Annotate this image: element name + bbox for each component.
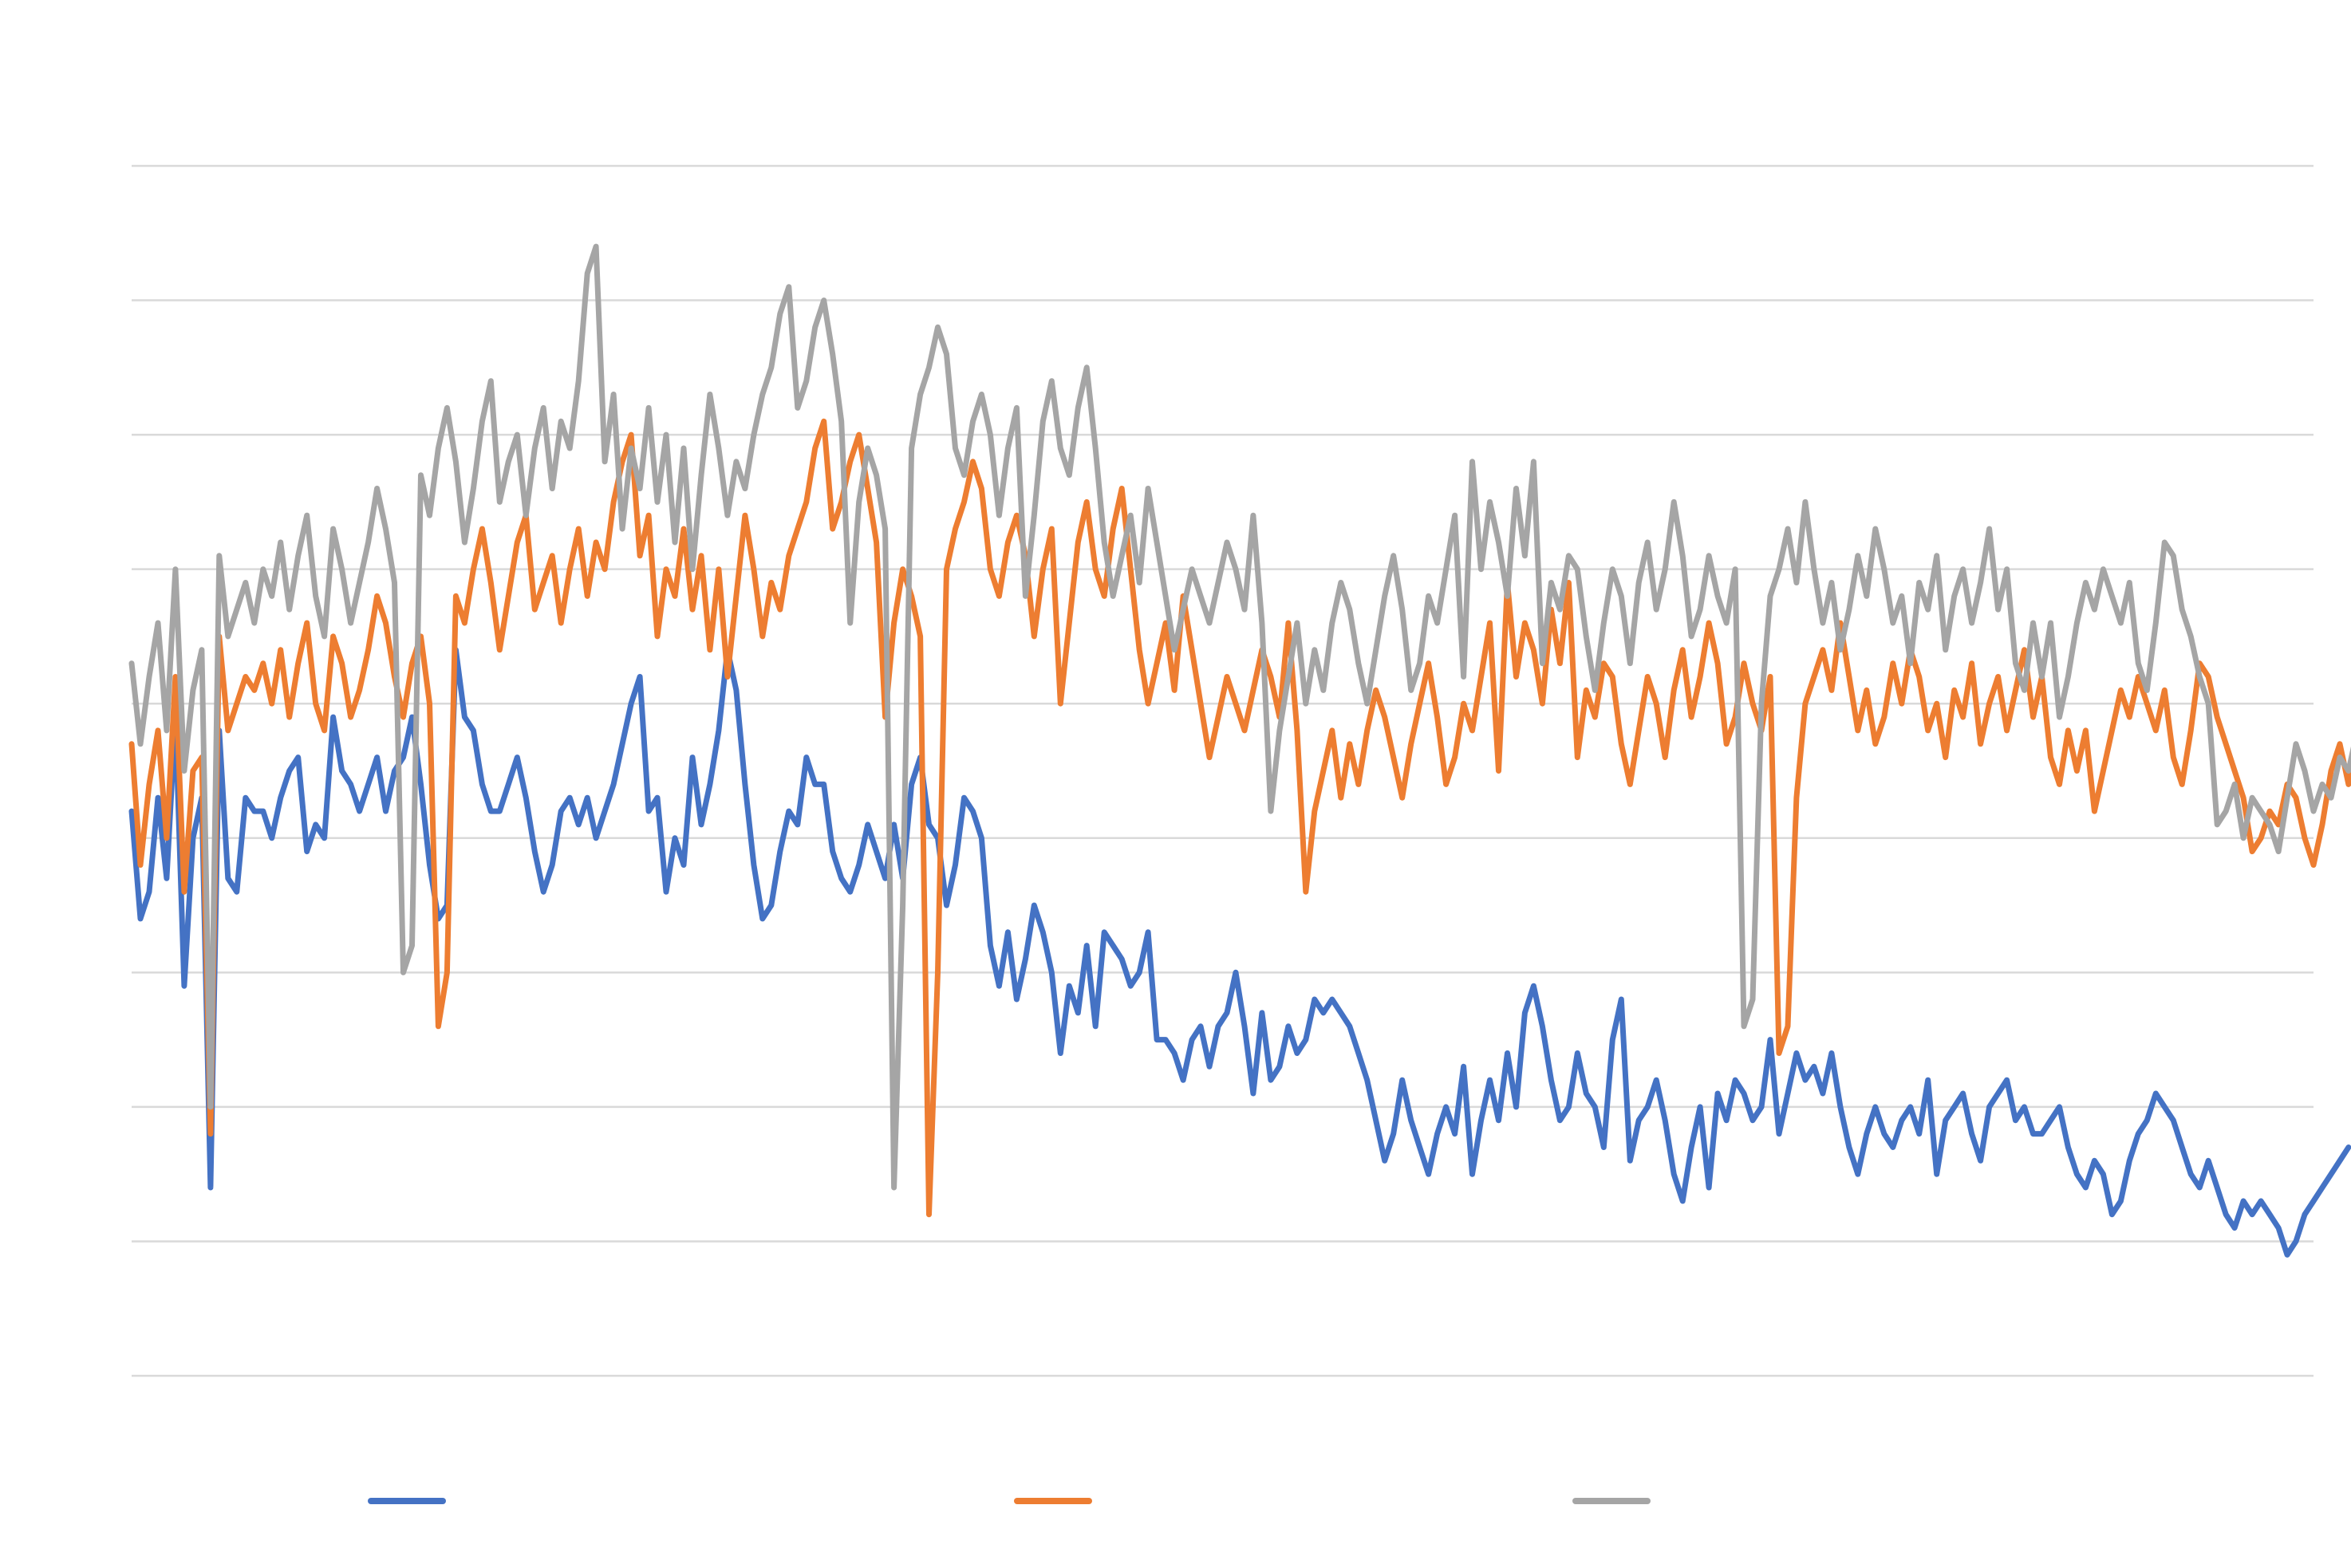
series-lines bbox=[128, 243, 2351, 1258]
series-line-3 bbox=[128, 243, 2351, 1191]
gridlines bbox=[132, 164, 2314, 1377]
series-line-2 bbox=[128, 418, 2351, 1218]
series-line-1 bbox=[128, 647, 2351, 1258]
